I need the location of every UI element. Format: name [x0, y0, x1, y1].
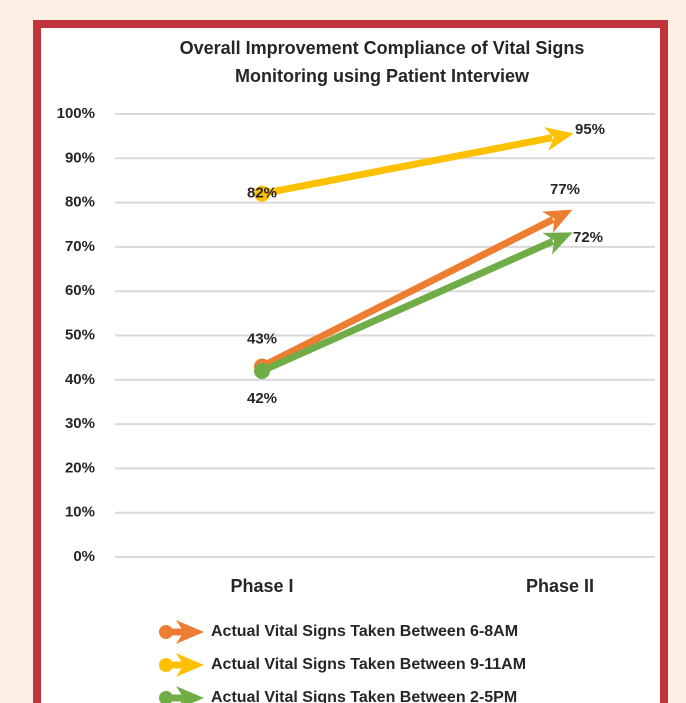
legend-marker	[159, 625, 173, 639]
arrow-marker	[542, 209, 573, 233]
chart-title: Overall Improvement Compliance of Vital …	[180, 38, 585, 58]
y-tick-label: 60%	[65, 282, 95, 299]
y-tick-label: 80%	[65, 194, 95, 211]
y-tick-label: 0%	[73, 548, 95, 565]
series-line	[260, 238, 555, 375]
legend-label: Actual Vital Signs Taken Between 9-11AM	[211, 656, 526, 673]
legend-arrow	[176, 653, 204, 677]
y-tick-label: 20%	[65, 459, 95, 476]
data-label: 77%	[550, 181, 580, 198]
data-label: 72%	[573, 229, 603, 246]
legend-label: Actual Vital Signs Taken Between 6-8AM	[211, 623, 518, 640]
arrow-marker	[542, 232, 573, 255]
point-marker	[254, 185, 270, 202]
y-tick-label: 50%	[65, 326, 95, 343]
legend-label: Actual Vital Signs Taken Between 2-5PM	[211, 689, 517, 703]
legend-marker	[159, 658, 173, 672]
x-tick-label: Phase I	[230, 576, 293, 596]
y-tick-label: 90%	[65, 149, 95, 166]
x-tick-label: Phase II	[526, 576, 594, 596]
data-label: 43%	[247, 330, 277, 347]
y-tick-label: 10%	[65, 504, 95, 521]
y-tick-label: 100%	[57, 105, 95, 122]
series-line	[260, 216, 555, 370]
y-tick-label: 30%	[65, 415, 95, 432]
legend-arrow	[176, 620, 204, 644]
legend-marker	[159, 691, 173, 703]
point-marker	[254, 362, 270, 379]
data-label: 95%	[575, 121, 605, 138]
data-label: 82%	[247, 185, 277, 202]
data-label: 42%	[247, 390, 277, 407]
legend-arrow	[176, 686, 204, 703]
arrow-marker	[543, 127, 574, 151]
series-line	[261, 134, 553, 198]
chart-title: Monitoring using Patient Interview	[235, 66, 530, 86]
chart-frame	[33, 20, 668, 703]
y-tick-label: 70%	[65, 238, 95, 255]
y-tick-label: 40%	[65, 371, 95, 388]
